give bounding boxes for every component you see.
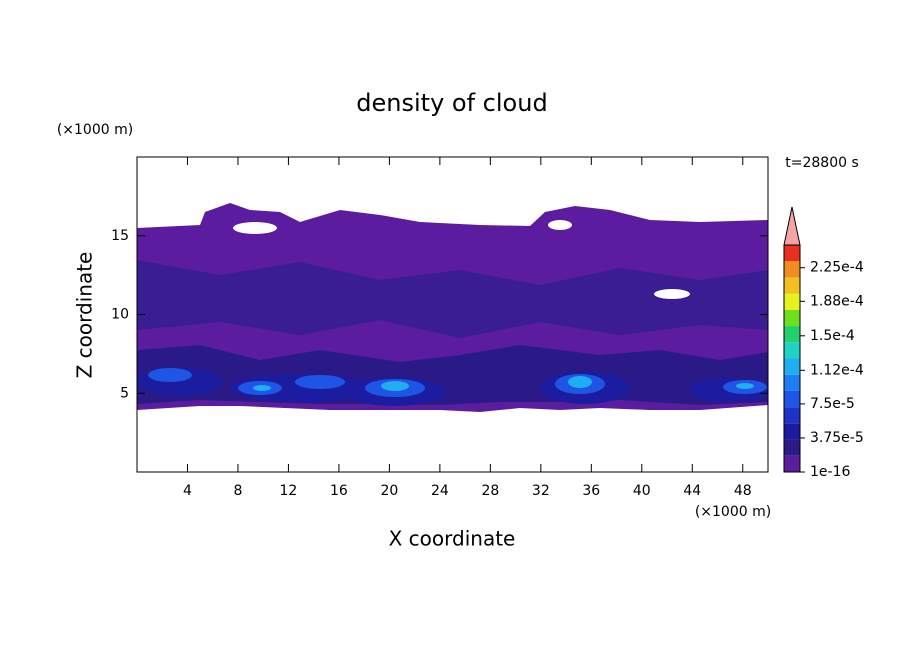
contour-region [568,376,592,388]
x-tick-label: 8 [233,483,242,499]
x-tick-label: 44 [683,483,701,499]
contour-region [233,222,277,234]
x-tick-label: 32 [532,483,550,499]
colorbar-tick-label: 3.75e-5 [810,430,864,446]
contour-region [548,220,572,230]
contour-region [137,260,768,338]
chart-title: density of cloud [356,89,547,117]
y-tick-label: 15 [111,228,129,244]
colorbar-band [784,390,800,408]
colorbar-tick-label: 7.5e-5 [810,396,855,412]
colorbar-band [784,326,800,343]
colorbar-band [784,455,800,472]
x-tick-label: 12 [280,483,298,499]
x-tick-label: 40 [633,483,651,499]
contour-region [253,385,271,391]
x-tick-label: 24 [431,483,449,499]
contour-region [381,381,409,391]
colorbar-band [784,358,800,375]
colorbar-band [784,309,800,327]
colorbar-extension [783,206,801,246]
colorbar-band [784,293,800,310]
x-axis-label: X coordinate [389,527,516,551]
x-unit: (×1000 m) [695,504,771,520]
contour-region [295,375,345,389]
x-tick-label: 36 [582,483,600,499]
y-unit: (×1000 m) [57,122,133,138]
x-tick-label: 48 [734,483,752,499]
contour-field [137,203,768,412]
colorbar-band [784,342,800,359]
colorbar-tick-label: 1.5e-4 [810,328,855,344]
colorbar-tick-label: 1.88e-4 [810,293,864,309]
colorbar-frame [783,244,801,473]
x-tick-label: 28 [481,483,499,499]
colorbar-tick-label: 1.12e-4 [810,362,864,378]
contour-region [654,289,690,299]
colorbar-band [784,423,800,440]
contour-region [736,383,754,389]
colorbar-band [784,439,800,456]
y-axis-label: Z coordinate [73,252,97,379]
colorbar-tick-label: 1e-16 [810,464,850,480]
colorbar-band [784,407,800,424]
annotation: t=28800 s [785,155,859,171]
colorbar-band [784,374,800,391]
colorbar-band [784,277,800,294]
x-tick-label: 20 [380,483,398,499]
colorbar-tick-label: 2.25e-4 [810,260,864,276]
y-tick-label: 5 [120,385,129,401]
x-tick-label: 4 [183,483,192,499]
colorbar-band [784,261,800,278]
colorbar-band [784,245,800,262]
contour-region [148,368,192,382]
y-tick-label: 10 [111,307,129,323]
x-tick-label: 16 [330,483,348,499]
